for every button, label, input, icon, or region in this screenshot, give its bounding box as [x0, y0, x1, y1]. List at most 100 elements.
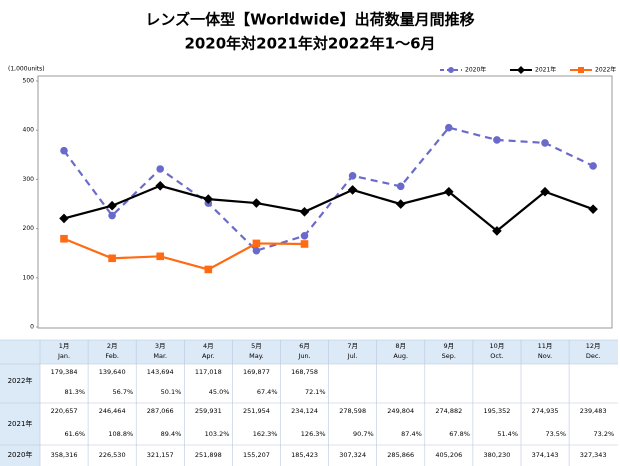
table-ratio: 73.5% [545, 430, 566, 438]
legend-marker [516, 65, 526, 75]
table-ratio: 87.4% [401, 430, 422, 438]
legend-label: 2021年 [535, 66, 556, 74]
point [203, 194, 214, 204]
table-value: 321,157 [147, 451, 174, 459]
series-line [63, 126, 594, 252]
plot-frame [37, 75, 613, 329]
table-header: Apr. [202, 352, 215, 360]
table-ratio: 73.2% [594, 430, 615, 438]
table-value: 380,230 [484, 451, 511, 459]
table-ratio: 108.8% [108, 430, 133, 438]
point [155, 180, 166, 191]
table-ratio: 81.3% [64, 388, 85, 396]
point [60, 234, 68, 243]
table-value: 249,804 [387, 407, 414, 415]
table-header: 6月 [299, 342, 310, 350]
table-value: 143,694 [147, 368, 174, 376]
point [251, 198, 262, 208]
table-value: 251,898 [195, 451, 222, 459]
table-header: Nov. [538, 352, 552, 360]
point [252, 239, 261, 248]
table-ratio: 45.0% [209, 388, 230, 396]
table-ratio: 56.7% [113, 388, 134, 396]
point [492, 226, 502, 236]
point [589, 162, 597, 170]
point [541, 139, 549, 147]
table-header: Oct. [490, 352, 503, 360]
point [156, 252, 164, 261]
table-header: Mar. [153, 352, 167, 360]
table-value: 234,124 [291, 407, 318, 415]
legend-label: 2020年 [465, 66, 486, 74]
point [396, 182, 405, 191]
table-value: 278,598 [339, 407, 366, 415]
table-value: 195,352 [484, 407, 511, 415]
table-header: 1月 [59, 342, 70, 350]
point [60, 146, 68, 155]
legend-label: 2022年 [595, 66, 616, 74]
point [300, 240, 309, 248]
table-value: 358,316 [51, 451, 78, 459]
legend-marker [448, 67, 454, 73]
point [59, 213, 69, 224]
table-header: 7月 [347, 342, 358, 350]
table-value: 179,384 [51, 368, 78, 376]
table-ratio: 67.4% [257, 388, 278, 396]
chart-subtitle: 2020年対2021年対2022年1～6月 [184, 35, 435, 53]
table-ratio: 72.1% [305, 388, 326, 396]
table-ratio: 162.3% [253, 430, 278, 438]
point [445, 123, 453, 132]
table-ratio: 61.6% [64, 430, 85, 438]
table-header: Jun. [297, 352, 310, 360]
table-value: 117,018 [195, 368, 222, 376]
point [540, 186, 550, 197]
table-row-label: 2020年 [8, 450, 33, 459]
point [493, 136, 501, 144]
table-row-label: 2021年 [8, 419, 33, 428]
table-header: 3月 [155, 342, 166, 350]
point [299, 207, 310, 217]
legend-marker [578, 67, 584, 73]
point [588, 204, 598, 214]
point [108, 211, 116, 220]
table-value: 327,343 [580, 451, 607, 459]
table-header: 11月 [538, 342, 553, 350]
point [348, 171, 357, 180]
table-value: 139,640 [99, 368, 126, 376]
table-value: 374,143 [532, 451, 559, 459]
table-row-label: 2022年 [8, 376, 33, 385]
point [108, 254, 116, 263]
table-ratio: 90.7% [353, 430, 374, 438]
point [300, 231, 309, 240]
table-header-bg [0, 340, 618, 364]
y-tick-label: 0 [30, 324, 34, 331]
y-tick-label: 100 [23, 274, 35, 281]
table-header: Feb. [105, 352, 119, 360]
table-value: 307,324 [339, 451, 366, 459]
chart-title: レンズ一体型【Worldwide】出荷数量月間推移 [145, 11, 474, 29]
table-header: 9月 [444, 342, 455, 350]
table-value: 246,464 [99, 407, 126, 415]
table-ratio: 103.2% [205, 430, 230, 438]
point [204, 265, 213, 274]
y-tick-label: 300 [23, 176, 35, 183]
y-tick-label: 400 [23, 127, 35, 134]
point [252, 246, 261, 255]
series-line [63, 237, 305, 271]
table-value: 285,866 [387, 451, 414, 459]
table-ratio: 126.3% [301, 430, 326, 438]
y-tick-label: 200 [23, 225, 35, 232]
y-axis-label: (1,000units) [8, 66, 45, 73]
table-header: May. [249, 352, 264, 360]
table-ratio: 51.4% [497, 430, 518, 438]
table-header: 12月 [586, 342, 601, 350]
table-value: 226,530 [99, 451, 126, 459]
series-line [63, 184, 594, 233]
table-value: 287,066 [147, 407, 174, 415]
table-header: 8月 [395, 342, 406, 350]
point [156, 165, 164, 173]
table-value: 239,483 [580, 407, 607, 415]
table-value: 169,877 [243, 368, 270, 376]
table-value: 168,758 [291, 368, 318, 376]
